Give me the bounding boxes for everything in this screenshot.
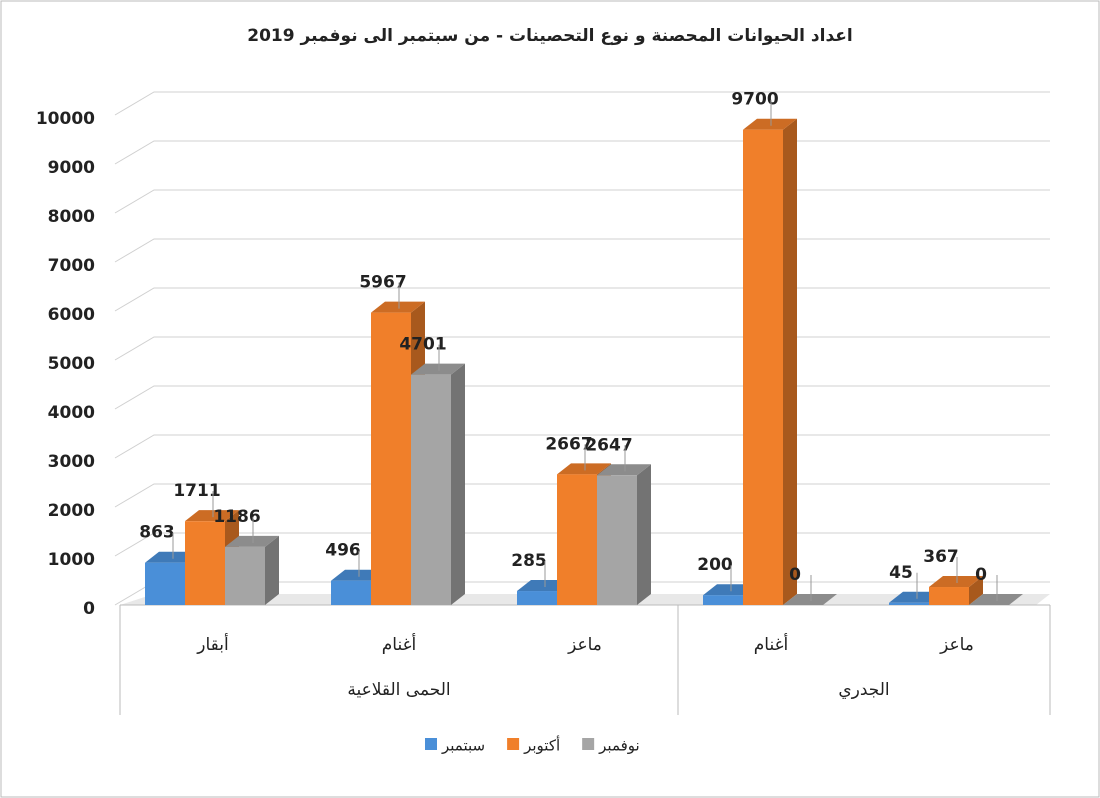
bar-top xyxy=(371,301,425,313)
y-tick-label: 7000 xyxy=(48,256,95,276)
y-tick-label: 9000 xyxy=(48,158,95,178)
y-tick-label: 8000 xyxy=(48,207,95,227)
data-label: 1711 xyxy=(173,481,220,501)
bar-top xyxy=(783,594,837,605)
data-label: 863 xyxy=(139,523,175,543)
y-tick-label: 3000 xyxy=(48,452,95,472)
data-label: 496 xyxy=(325,541,361,561)
bar-top xyxy=(597,464,651,476)
data-label: 367 xyxy=(923,547,959,567)
legend-label: سبتمبر xyxy=(441,737,485,755)
bar-top xyxy=(743,118,797,130)
bar-side xyxy=(265,535,279,605)
y-tick-label: 6000 xyxy=(48,305,95,325)
bar-front xyxy=(411,374,451,605)
bar xyxy=(185,510,239,605)
bar xyxy=(411,363,465,605)
bar-side xyxy=(637,464,651,605)
legend-swatch xyxy=(425,738,437,750)
data-label: 0 xyxy=(789,565,801,585)
data-label: 45 xyxy=(889,563,913,583)
legend-swatch xyxy=(507,738,520,750)
data-label: 2647 xyxy=(585,435,632,455)
data-label: 1186 xyxy=(213,507,260,527)
bar-front xyxy=(331,580,371,605)
group-label: الحمى القلاعية xyxy=(347,680,450,700)
legend-label: نوفمبر xyxy=(598,737,640,755)
x-tick-label: أغنام xyxy=(382,633,416,655)
bar-side xyxy=(969,576,983,605)
group-label: الجدري xyxy=(838,680,889,700)
bar xyxy=(929,576,983,605)
x-tick-label: ماعز xyxy=(567,635,602,655)
x-tick-label: أبقار xyxy=(196,633,228,655)
bar-front xyxy=(557,474,597,605)
data-label: 0 xyxy=(975,565,987,585)
y-tick-label: 1000 xyxy=(48,550,95,570)
bar-top xyxy=(929,576,983,588)
bar xyxy=(969,594,1023,605)
data-label: 4701 xyxy=(399,335,446,355)
y-tick-label: 0 xyxy=(83,599,95,619)
y-tick-label: 2000 xyxy=(48,501,95,521)
bar-front xyxy=(185,521,225,605)
bar-front xyxy=(517,591,557,605)
y-tick-label: 5000 xyxy=(48,354,95,374)
bar xyxy=(743,118,797,605)
bar-top xyxy=(411,363,465,375)
chart-title: اعداد الحيوانات المحصنة و نوع التحصينات … xyxy=(247,26,852,46)
legend-label: أكتوبر xyxy=(523,736,560,755)
bar-front xyxy=(929,587,969,605)
bar-front xyxy=(889,602,929,605)
y-tick-label: 10000 xyxy=(36,109,95,129)
data-label: 5967 xyxy=(359,273,406,293)
bar-front xyxy=(597,475,637,605)
bar-top xyxy=(557,463,611,475)
bar-front xyxy=(145,562,185,605)
bar-top xyxy=(969,594,1023,605)
bar xyxy=(225,535,279,605)
legend-swatch xyxy=(582,738,595,750)
bar-front xyxy=(371,312,411,605)
data-label: 2667 xyxy=(545,434,592,454)
bar-front xyxy=(225,546,265,605)
bar-front xyxy=(703,595,743,605)
x-tick-label: أغنام xyxy=(754,633,788,655)
grid-line xyxy=(114,91,1050,116)
bar-top xyxy=(185,510,239,522)
x-tick-label: ماعز xyxy=(939,635,974,655)
data-label: 285 xyxy=(511,551,547,571)
bar xyxy=(783,594,837,605)
bar xyxy=(597,464,651,605)
data-label: 200 xyxy=(697,555,733,575)
data-label: 9700 xyxy=(731,90,778,110)
bar-side xyxy=(783,118,797,605)
y-tick-label: 4000 xyxy=(48,403,95,423)
bar-front xyxy=(743,129,783,605)
bar-top xyxy=(225,535,279,547)
bar-side xyxy=(451,363,465,605)
